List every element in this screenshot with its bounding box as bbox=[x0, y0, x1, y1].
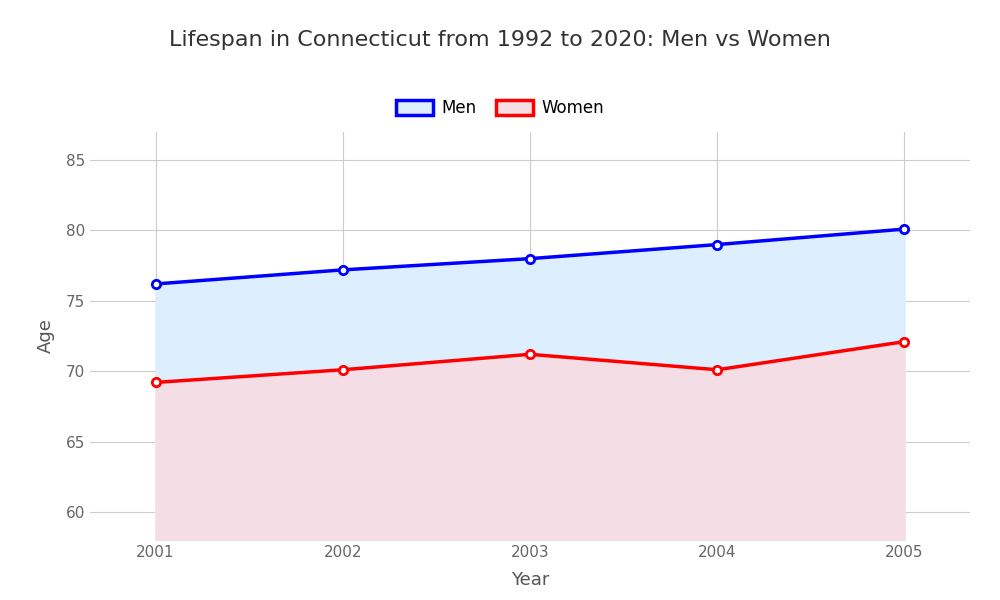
Y-axis label: Age: Age bbox=[37, 319, 55, 353]
Text: Lifespan in Connecticut from 1992 to 2020: Men vs Women: Lifespan in Connecticut from 1992 to 202… bbox=[169, 30, 831, 50]
Legend: Men, Women: Men, Women bbox=[389, 92, 611, 124]
X-axis label: Year: Year bbox=[511, 571, 549, 589]
